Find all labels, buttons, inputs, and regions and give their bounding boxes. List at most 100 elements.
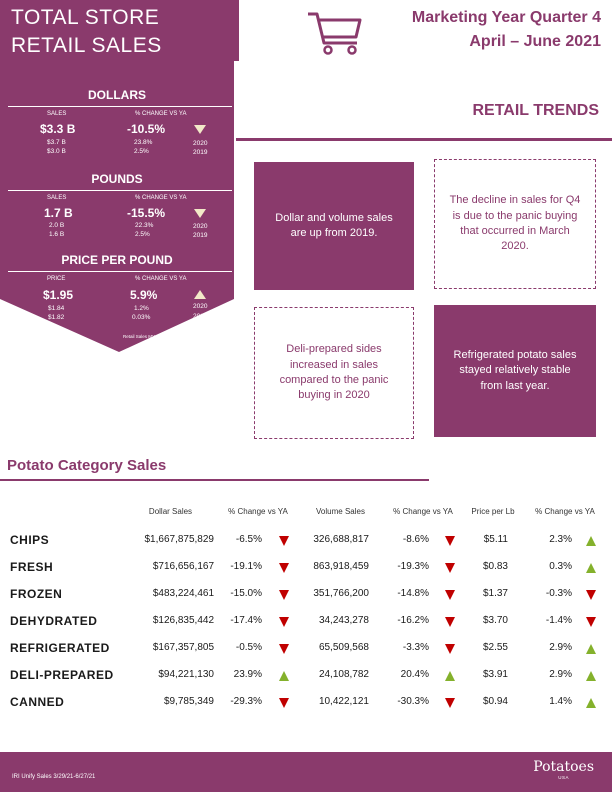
dollars-main-value: $3.3 B xyxy=(40,122,76,136)
total-store-panel: TOTAL STORE RETAIL SALES DOLLARS SALES %… xyxy=(0,0,239,352)
category-divider xyxy=(0,479,429,481)
dollars-prior1-change: 23.8% xyxy=(134,139,153,146)
volume-change-cell: -14.8% xyxy=(397,588,429,599)
pounds-prior1-year: 2020 xyxy=(193,223,208,230)
volume-sales-cell: 34,243,278 xyxy=(318,615,369,626)
pounds-prior2-value: 1.6 B xyxy=(49,231,65,238)
dollars-heading: DOLLARS xyxy=(88,88,146,102)
price-change-cell: -0.3% xyxy=(545,588,572,599)
marketing-year-title: Marketing Year Quarter 4 xyxy=(411,9,601,26)
price-cell: $0.83 xyxy=(482,561,508,572)
pounds-heading: POUNDS xyxy=(91,172,143,186)
volume-sales-cell: 65,509,568 xyxy=(318,642,369,653)
dollar-change-cell: -0.5% xyxy=(235,642,262,653)
volume-sales-cell: 326,688,817 xyxy=(313,534,369,545)
col-header-volume-sales: Volume Sales xyxy=(316,507,365,516)
dollars-prior2-change: 2.5% xyxy=(134,148,149,155)
retail-trends-divider xyxy=(236,138,612,141)
volume-change-cell: -16.2% xyxy=(397,615,429,626)
pounds-col2-label: % CHANGE VS YA xyxy=(135,195,187,201)
up-arrow-icon xyxy=(586,563,596,573)
col-header-price-change: % Change vs YA xyxy=(535,507,595,516)
up-arrow-icon xyxy=(586,644,596,654)
col-header-dollar-change: % Change vs YA xyxy=(228,507,288,516)
up-arrow-icon xyxy=(445,671,455,681)
down-arrow-icon xyxy=(586,590,596,600)
volume-sales-cell: 863,918,459 xyxy=(313,561,369,572)
price-prior1-change: 1.2% xyxy=(134,305,149,312)
price-main-change: 5.9% xyxy=(130,288,158,302)
down-arrow-icon xyxy=(445,563,455,573)
price-main-value: $1.95 xyxy=(43,288,74,302)
down-arrow-icon xyxy=(279,644,289,654)
category-row-name: DEHYDRATED xyxy=(10,614,98,628)
marketing-year-dates: April – June 2021 xyxy=(469,33,601,50)
volume-change-cell: -8.6% xyxy=(402,534,429,545)
dollar-sales-cell: $126,835,442 xyxy=(152,615,214,626)
trend-box-refrigerated: Refrigerated potato sales stayed relativ… xyxy=(434,305,596,437)
price-prior2-change: 0.03% xyxy=(132,314,151,321)
pounds-main-change: -15.5% xyxy=(127,206,166,220)
category-row-name: DELI-PREPARED xyxy=(10,668,114,682)
price-cell: $3.70 xyxy=(482,615,508,626)
price-heading: PRICE PER POUND xyxy=(61,253,173,267)
dollar-change-cell: -17.4% xyxy=(230,615,262,626)
pounds-prior1-change: 22.3% xyxy=(135,222,154,229)
price-prior2-value: $1.82 xyxy=(48,314,65,321)
dollar-sales-cell: $483,224,461 xyxy=(152,588,214,599)
category-row-name: REFRIGERATED xyxy=(10,641,110,655)
dollars-prior2-year: 2019 xyxy=(193,149,208,156)
price-cell: $2.55 xyxy=(482,642,508,653)
dollars-col1-label: SALES xyxy=(47,111,67,117)
volume-sales-cell: 10,422,121 xyxy=(318,696,369,707)
price-change-cell: 1.4% xyxy=(549,696,572,707)
dollar-sales-cell: $1,667,875,829 xyxy=(144,534,214,545)
price-prior1-year: 2020 xyxy=(193,303,208,310)
col-header-dollar-sales: Dollar Sales xyxy=(148,507,193,516)
down-arrow-icon xyxy=(445,644,455,654)
volume-sales-cell: 351,766,200 xyxy=(313,588,369,599)
down-arrow-icon xyxy=(279,698,289,708)
logo-subtext: USA xyxy=(558,775,569,780)
volume-sales-cell: 24,108,782 xyxy=(318,669,369,680)
down-arrow-icon xyxy=(279,617,289,627)
price-cell: $3.91 xyxy=(482,669,508,680)
volume-change-cell: 20.4% xyxy=(400,669,429,680)
dollar-change-cell: 23.9% xyxy=(233,669,262,680)
pounds-prior1-value: 2.0 B xyxy=(49,222,65,229)
price-prior2-year: 2019 xyxy=(193,313,208,320)
volume-change-cell: -19.3% xyxy=(397,561,429,572)
up-arrow-icon xyxy=(586,698,596,708)
dollars-prior2-value: $3.0 B xyxy=(47,148,66,155)
trend-box-decline: The decline in sales for Q4 is due to th… xyxy=(434,159,596,289)
potatoes-usa-logo: Potatoes USA xyxy=(533,759,594,780)
price-cell: $5.11 xyxy=(483,534,508,545)
down-arrow-icon xyxy=(445,536,455,546)
dollar-sales-cell: $716,656,167 xyxy=(152,561,214,572)
dollar-change-cell: -15.0% xyxy=(230,588,262,599)
panel-title-line1: TOTAL STORE xyxy=(11,6,160,29)
category-row-name: CANNED xyxy=(10,695,65,709)
dollars-prior1-value: $3.7 B xyxy=(47,139,66,146)
price-change-cell: 2.9% xyxy=(549,669,572,680)
volume-change-cell: -3.3% xyxy=(402,642,429,653)
col-header-volume-change: % Change vs YA xyxy=(393,507,453,516)
price-change-cell: 2.9% xyxy=(549,642,572,653)
price-prior1-value: $1.84 xyxy=(48,305,65,312)
category-row-name: FRESH xyxy=(10,560,54,574)
col-header-price: Price per Lb xyxy=(471,507,515,516)
pounds-prior2-year: 2019 xyxy=(193,232,208,239)
up-arrow-icon xyxy=(586,536,596,546)
dollar-change-cell: -29.3% xyxy=(230,696,262,707)
pounds-col1-label: SALES xyxy=(47,195,67,201)
pounds-main-value: 1.7 B xyxy=(44,206,73,220)
price-change-cell: 2.3% xyxy=(549,534,572,545)
category-row-name: FROZEN xyxy=(10,587,63,601)
dollar-change-cell: -19.1% xyxy=(230,561,262,572)
price-cell: $1.37 xyxy=(482,588,508,599)
price-cell: $0.94 xyxy=(482,696,508,707)
panel-title-line2: RETAIL SALES xyxy=(11,34,162,57)
price-change-cell: 0.3% xyxy=(549,561,572,572)
price-divider xyxy=(8,271,232,272)
price-up-triangle-icon xyxy=(194,290,206,299)
